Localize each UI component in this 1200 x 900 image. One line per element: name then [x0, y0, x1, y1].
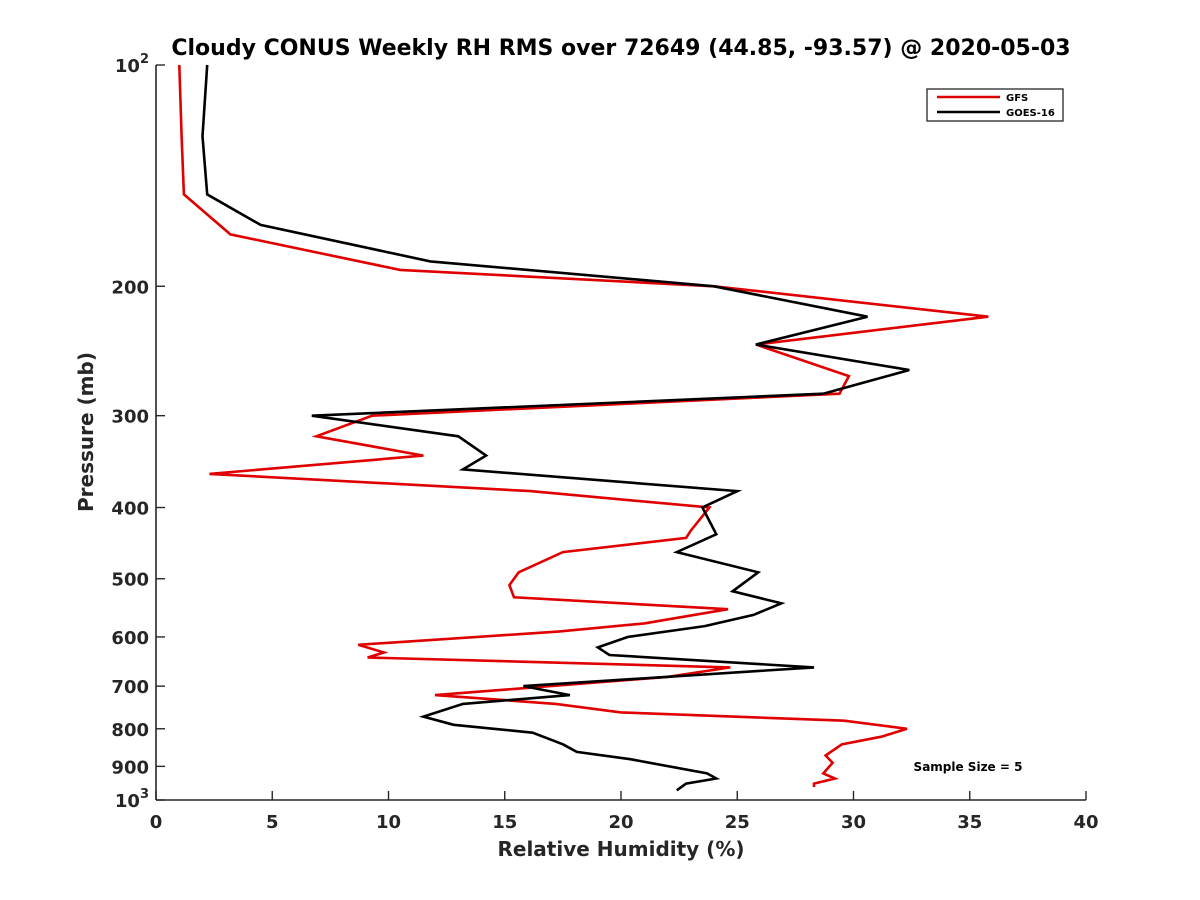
legend: GFS GOES-16 [926, 88, 1064, 122]
y-tick-label: 200 [111, 277, 149, 298]
legend-label-gfs: GFS [1006, 93, 1028, 104]
series-line-goes-16 [201, 64, 910, 792]
y-tick-label: 400 [111, 499, 149, 520]
chart-title: Cloudy CONUS Weekly RH RMS over 72649 (4… [171, 36, 1070, 61]
y-tick-label: 700 [111, 677, 149, 698]
y-ticks: 102 200 300 400 500 600 700 800 900 103 [111, 52, 165, 812]
x-tick-label: 20 [608, 812, 633, 833]
x-axis-label: Relative Humidity (%) [497, 837, 744, 861]
x-tick-label: 5 [266, 812, 279, 833]
sample-size-annotation: Sample Size = 5 [914, 760, 1023, 774]
x-ticks: 0 5 10 15 20 25 30 35 40 [150, 791, 1099, 833]
x-tick-label: 40 [1073, 812, 1098, 833]
x-tick-label: 0 [150, 812, 163, 833]
y-tick-label: 300 [111, 407, 149, 428]
legend-label-goes-16: GOES-16 [1006, 108, 1055, 119]
y-axis-label: Pressure (mb) [74, 352, 98, 512]
x-tick-label: 30 [841, 812, 866, 833]
y-tick-label: 103 [115, 787, 149, 812]
x-tick-label: 15 [492, 812, 517, 833]
y-tick-label: 800 [111, 720, 149, 741]
y-tick-label: 900 [111, 757, 149, 778]
series-layer [178, 64, 989, 792]
x-tick-label: 25 [725, 812, 750, 833]
x-tick-label: 10 [376, 812, 401, 833]
y-tick-label: 102 [115, 52, 149, 77]
legend-box [926, 88, 1064, 122]
y-tick-label: 600 [111, 628, 149, 649]
y-tick-label: 500 [111, 570, 149, 591]
x-tick-label: 35 [957, 812, 982, 833]
